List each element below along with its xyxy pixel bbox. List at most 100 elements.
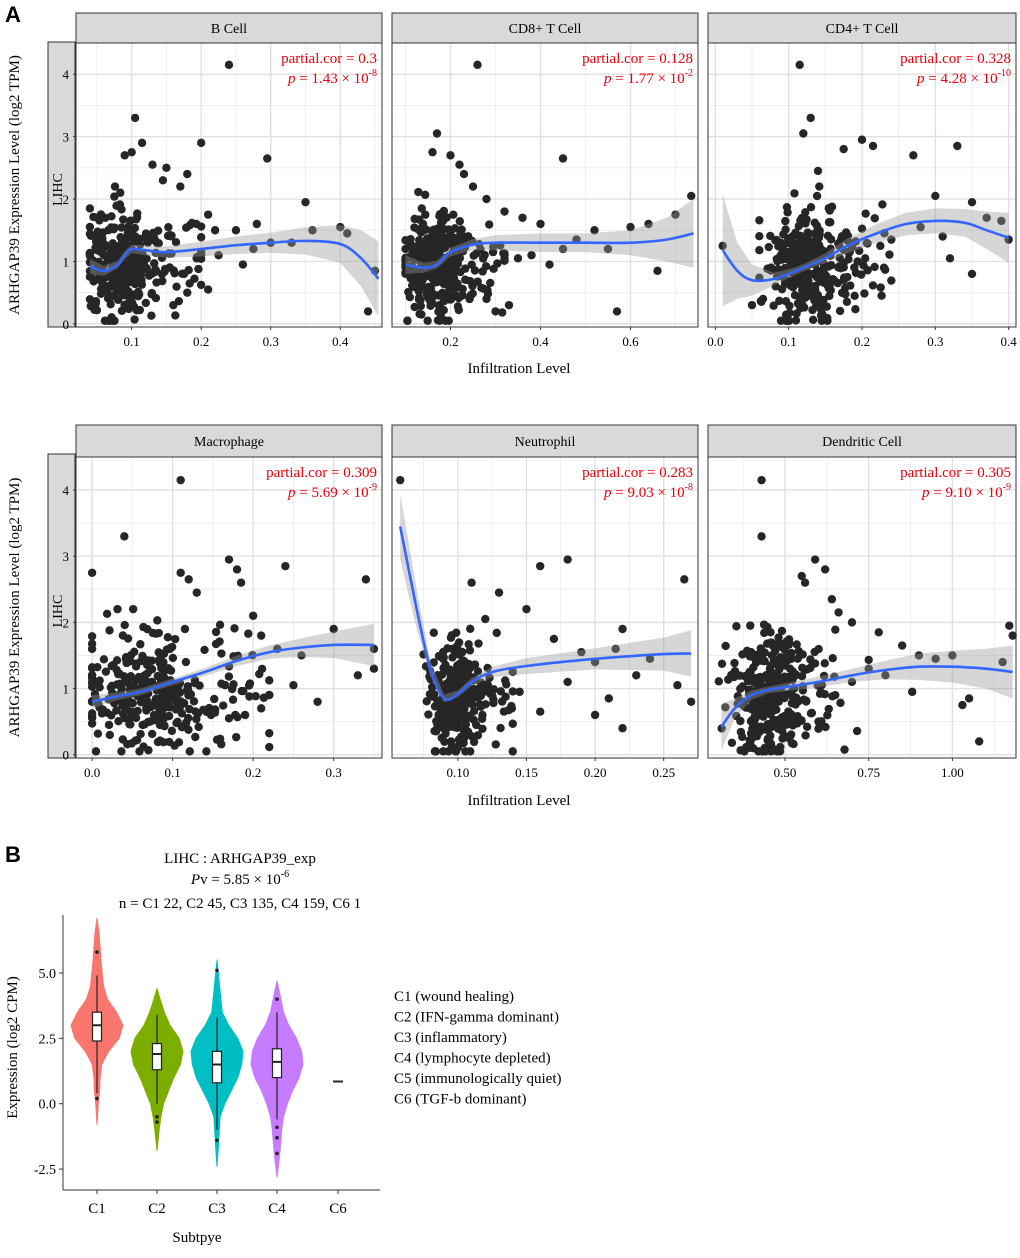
data-point [774,724,783,734]
data-point [508,719,517,728]
legend-item: C5 (immunologically quiet) [394,1071,561,1087]
data-point [467,260,476,269]
data-point [313,697,322,706]
data-point [502,680,511,689]
data-point [107,279,117,288]
data-point [166,232,176,241]
data-point [158,176,168,185]
data-point [489,242,498,252]
data-point [143,238,153,247]
data-point [868,281,878,290]
data-point [763,639,772,648]
data-point [166,666,176,675]
data-point [122,241,132,250]
data-point [107,244,116,253]
data-point [429,289,438,299]
data-point [473,667,483,676]
data-point [157,253,167,262]
data-point [784,638,794,647]
data-point [108,316,118,325]
data-point [473,731,483,740]
data-point [343,229,352,238]
data-point [785,277,794,287]
violin-pvalue: Pv = 5.85 × 10-6 [190,869,289,888]
data-point [136,729,145,739]
data-point [797,571,806,581]
data-point [449,210,458,219]
data-point [127,739,136,748]
data-point [87,568,97,577]
data-point [117,697,126,706]
data-point [793,299,803,308]
data-point [974,737,984,746]
data-point [116,274,125,284]
legend-item: C3 (inflammatory) [394,1030,507,1046]
data-point [750,675,760,684]
data-point [122,264,131,274]
x-tick-label: 0.0 [84,765,100,780]
data-point [401,236,410,245]
loess-line [405,232,694,270]
facet-strip-label: B Cell [211,22,247,37]
data-point [757,475,766,485]
data-point [114,716,123,726]
data-point [155,696,164,705]
data-point [835,262,844,271]
data-point [414,225,423,234]
data-point [847,677,857,687]
data-point [214,251,223,260]
data-point [196,222,206,231]
data-point [450,239,459,249]
data-point [429,628,438,637]
data-point [107,711,116,720]
x-tick-label: 0.0 [707,334,723,349]
data-point [249,244,258,254]
data-point [481,614,490,624]
data-point [224,60,234,70]
violin-x-tick-label: C6 [329,1201,347,1217]
data-point [746,621,755,630]
data-point [819,671,829,681]
row-strip [47,453,76,759]
data-point [176,568,185,577]
data-point [626,222,635,232]
y-axis-label: ARHGAP39 Expression Level (log2 TPM) [7,55,23,315]
data-point [120,532,129,541]
data-point [857,135,867,144]
data-point [110,192,119,201]
data-point [787,648,796,658]
data-point [475,700,485,709]
data-point [172,282,181,291]
data-point [468,182,478,191]
data-point [361,575,371,584]
data-point [210,226,220,235]
data-point [802,236,811,246]
data-point [154,648,163,657]
data-point [769,301,778,310]
data-point [820,565,830,574]
data-point [780,720,789,730]
data-point [590,226,599,235]
pvalue-text: v = 5.85 × 10 [200,872,281,888]
data-point [151,629,161,638]
y-tick-label: 3 [63,549,70,564]
data-point [238,260,248,269]
data-point [718,241,727,251]
x-tick-label: 0.1 [165,765,181,780]
data-point [265,690,274,700]
partial-cor-label: partial.cor = 0.283 [582,465,693,481]
data-point [839,144,848,154]
data-point [87,632,97,641]
data-point [460,715,469,725]
data-point [245,692,254,701]
data-point [766,231,775,241]
data-point [488,685,498,694]
data-point [714,677,724,686]
data-point [887,276,896,285]
data-point [196,280,206,290]
data-point [792,719,802,728]
data-point [779,247,788,256]
data-point [101,667,111,676]
data-point [749,721,758,730]
facet-strip [707,12,1017,44]
